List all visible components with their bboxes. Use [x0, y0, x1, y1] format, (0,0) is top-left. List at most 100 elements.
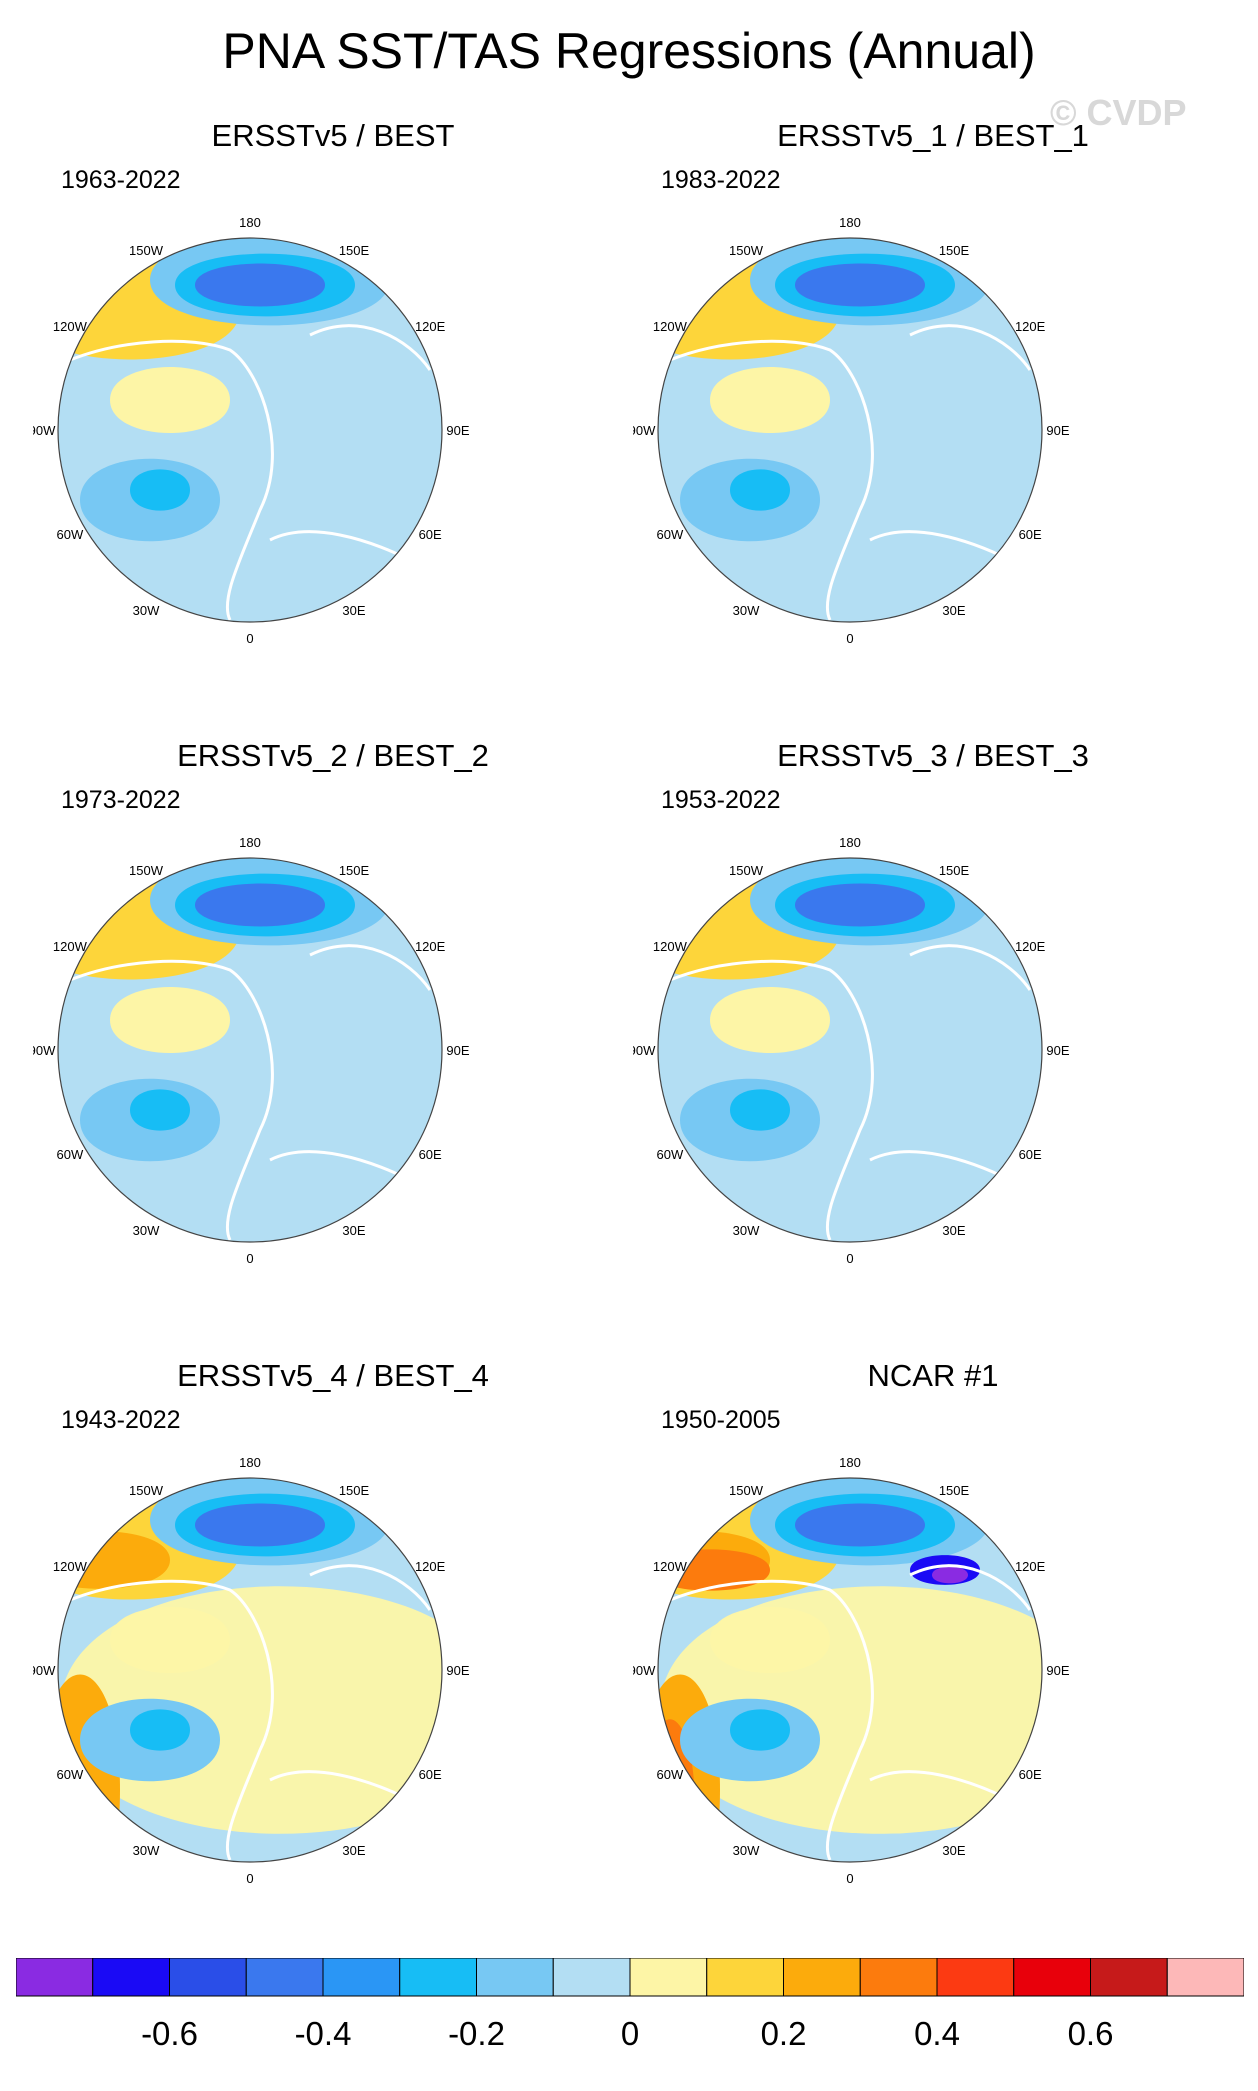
polar-map: 180 150E 120E 90E 60E 30E 0 30W 60W 90W 120W 150W	[633, 835, 1070, 1266]
colorbar-tick-label: -0.2	[448, 2015, 505, 2052]
longitude-label: 150E	[939, 863, 970, 878]
longitude-label: 120E	[415, 319, 446, 334]
panel-years: 1953-2022	[661, 786, 781, 814]
colorbar-tick-label: -0.6	[141, 2015, 198, 2052]
longitude-label: 180	[839, 1455, 861, 1470]
longitude-label: 150W	[729, 1483, 764, 1498]
panel-years: 1983-2022	[661, 166, 781, 194]
colorbar-swatch	[92, 1958, 170, 1997]
colorbar-swatch	[859, 1958, 938, 1997]
longitude-label: 90W	[633, 423, 656, 438]
colorbar-swatch	[783, 1958, 861, 1997]
longitude-label: 150W	[729, 863, 764, 878]
panel-title: ERSSTv5_4 / BEST_4	[177, 1358, 489, 1393]
map-border	[657, 857, 1043, 1243]
longitude-label: 60W	[56, 1147, 83, 1162]
panel-title: ERSSTv5_3 / BEST_3	[777, 738, 1089, 773]
longitude-label: 0	[246, 1251, 253, 1266]
map-border	[57, 857, 443, 1243]
longitude-label: 30W	[133, 1843, 160, 1858]
map-panel: ERSSTv5_2 / BEST_2 1973-2022 180 150E 120E…	[33, 738, 633, 1358]
map-panel: ERSSTv5_4 / BEST_4 1943-2022 180 150E 120E…	[33, 1358, 633, 1978]
longitude-label: 180	[239, 215, 261, 230]
longitude-label: 150E	[939, 1483, 970, 1498]
colorbar-swatch	[706, 1958, 784, 1997]
longitude-label: 180	[839, 835, 861, 850]
longitude-label: 60W	[656, 1147, 683, 1162]
longitude-label: 0	[246, 1871, 253, 1886]
colorbar-swatch	[322, 1958, 401, 1997]
longitude-label: 60W	[656, 1767, 683, 1782]
colorbar-swatch	[16, 1958, 94, 1997]
longitude-label: 120E	[1015, 1559, 1046, 1574]
map-panel: ERSSTv5_3 / BEST_3 1953-2022 180 150E 120E…	[633, 738, 1233, 1358]
longitude-label: 30E	[942, 1843, 965, 1858]
colorbar	[16, 1958, 1244, 1997]
colorbar-swatch	[399, 1958, 477, 1997]
longitude-label: 30W	[133, 603, 160, 618]
polar-map: 180 150E 120E 90E 60E 30E 0 30W 60W 90W 120W 150W	[33, 835, 470, 1266]
colorbar-tick-label: -0.4	[294, 2015, 352, 2052]
longitude-label: 0	[846, 1871, 853, 1886]
colorbar-tick-label: 0.6	[1067, 2015, 1114, 2052]
longitude-label: 180	[839, 215, 861, 230]
longitude-label: 150E	[339, 1483, 370, 1498]
longitude-label: 30E	[942, 603, 965, 618]
colorbar-swatch	[552, 1958, 631, 1997]
longitude-label: 60E	[419, 1147, 442, 1162]
longitude-label: 120W	[653, 319, 688, 334]
longitude-label: 90E	[446, 1663, 469, 1678]
polar-map: 180 150E 120E 90E 60E 30E 0 30W 60W 90W 120W 150W	[633, 1455, 1070, 1886]
main-title: PNA SST/TAS Regressions (Annual)	[222, 23, 1036, 79]
longitude-label: 60E	[1019, 1767, 1042, 1782]
map-border	[657, 1477, 1043, 1863]
longitude-label: 150E	[339, 863, 370, 878]
longitude-label: 90E	[1046, 423, 1069, 438]
longitude-label: 120W	[53, 939, 88, 954]
map-panel: ERSSTv5 / BEST 1963-2022 180 150E 120E 90E 6…	[33, 118, 633, 738]
longitude-label: 120W	[53, 1559, 88, 1574]
map-border	[57, 237, 443, 623]
longitude-label: 60W	[56, 527, 83, 542]
colorbar-swatch	[629, 1958, 708, 1997]
longitude-label: 150E	[939, 243, 970, 258]
longitude-label: 120W	[653, 1559, 688, 1574]
colorbar-swatch	[936, 1958, 1015, 1997]
longitude-label: 90W	[33, 1043, 56, 1058]
longitude-label: 30E	[342, 603, 365, 618]
map-border	[657, 237, 1043, 623]
polar-map: 180 150E 120E 90E 60E 30E 0 30W 60W 90W 120W 150W	[33, 1455, 470, 1886]
longitude-label: 120W	[653, 939, 688, 954]
panel-years: 1943-2022	[61, 1406, 181, 1434]
longitude-label: 30E	[942, 1223, 965, 1238]
longitude-label: 60E	[1019, 527, 1042, 542]
longitude-label: 90W	[633, 1663, 656, 1678]
longitude-label: 60E	[419, 1767, 442, 1782]
longitude-label: 30W	[133, 1223, 160, 1238]
colorbar-swatch	[1166, 1958, 1244, 1997]
longitude-label: 30E	[342, 1223, 365, 1238]
longitude-label: 150W	[129, 243, 164, 258]
longitude-label: 90E	[446, 1043, 469, 1058]
longitude-label: 90W	[33, 423, 56, 438]
longitude-label: 60E	[419, 527, 442, 542]
longitude-label: 120E	[415, 1559, 446, 1574]
colorbar-tick-label: 0	[620, 2015, 640, 2052]
longitude-label: 90E	[1046, 1663, 1069, 1678]
longitude-label: 120E	[1015, 319, 1046, 334]
longitude-label: 150W	[129, 1483, 164, 1498]
longitude-label: 90E	[1046, 1043, 1069, 1058]
longitude-label: 120E	[1015, 939, 1046, 954]
colorbar-swatch	[1013, 1958, 1091, 1997]
longitude-label: 60E	[1019, 1147, 1042, 1162]
longitude-label: 30W	[733, 1223, 760, 1238]
longitude-label: 90W	[633, 1043, 656, 1058]
longitude-label: 60W	[56, 1767, 83, 1782]
polar-map: 180 150E 120E 90E 60E 30E 0 30W 60W 90W 120W 150W	[33, 215, 470, 646]
longitude-label: 30W	[733, 603, 760, 618]
panel-years: 1950-2005	[661, 1406, 781, 1434]
longitude-label: 120W	[53, 319, 88, 334]
colorbar-swatch	[245, 1958, 324, 1997]
longitude-label: 30W	[733, 1843, 760, 1858]
longitude-label: 60W	[656, 527, 683, 542]
